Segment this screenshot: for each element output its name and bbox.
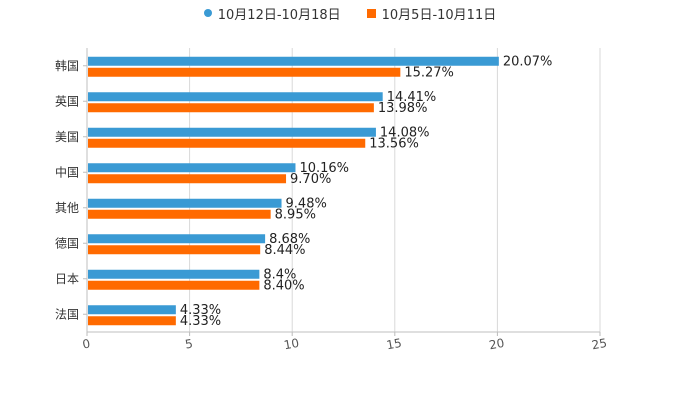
legend-label: 10月5日-10月11日 [381,7,497,23]
bar-series-2 [88,209,271,219]
y-category-label: 其他 [55,201,79,215]
legend-item-series-1[interactable]: 10月12日-10月18日 [203,4,341,23]
x-tick-label: 0 [81,337,91,352]
bar-series-1 [88,305,176,315]
y-category-label: 法国 [55,307,79,321]
y-category-label: 美国 [55,130,79,144]
legend-marker-circle-icon [203,9,212,17]
bar-data-label: 8.40% [263,278,304,293]
bar-series-1 [88,269,260,279]
bar-series-2 [88,316,176,326]
legend-label: 10月12日-10月18日 [217,7,341,23]
y-category-label: 韩国 [55,58,79,73]
bar-data-label: 13.56% [369,136,419,151]
bar-data-label: 9.48% [286,196,327,211]
bar-data-label: 8.4% [263,267,296,282]
y-category-label: 英国 [55,94,79,108]
bar-data-label: 4.33% [180,303,221,318]
bar-data-label: 13.98% [378,101,428,116]
bar-data-label: 8.44% [264,243,305,258]
x-tick-label: 10 [283,336,300,352]
legend-item-series-2[interactable]: 10月5日-10月11日 [366,4,497,23]
bar-series-1 [88,198,282,208]
x-tick-label: 5 [184,337,194,352]
x-tick-label: 25 [591,336,608,352]
bar-data-label: 15.27% [404,65,454,80]
bar-series-1 [88,92,383,102]
bar-series-2 [88,174,287,184]
bar-series-1 [88,127,376,137]
legend-marker-square-icon [366,8,376,18]
bar-data-label: 8.68% [269,232,310,247]
bar-series-2 [88,245,261,255]
bar-series-1 [88,56,499,66]
bar-data-label: 14.41% [387,90,437,105]
bar-series-2 [88,103,374,113]
bar-data-label: 14.08% [380,125,430,140]
y-category-label: 德国 [55,235,79,250]
bar-data-label: 4.33% [180,314,221,329]
bar-series-1 [88,234,266,244]
bar-series-1 [88,163,296,173]
bar-series-2 [88,67,401,77]
y-category-label: 中国 [55,164,79,179]
legend: 10月12日-10月18日 10月5日-10月11日 [0,4,700,23]
y-category-label: 日本 [55,272,79,286]
bar-data-label: 9.70% [290,172,331,187]
x-tick-label: 20 [488,336,505,352]
x-tick-label: 15 [385,336,402,352]
bar-series-2 [88,280,260,290]
bar-data-label: 8.95% [275,207,316,222]
bar-data-label: 10.16% [299,161,349,176]
bar-series-2 [88,138,366,148]
bar-data-label: 20.07% [503,54,553,69]
